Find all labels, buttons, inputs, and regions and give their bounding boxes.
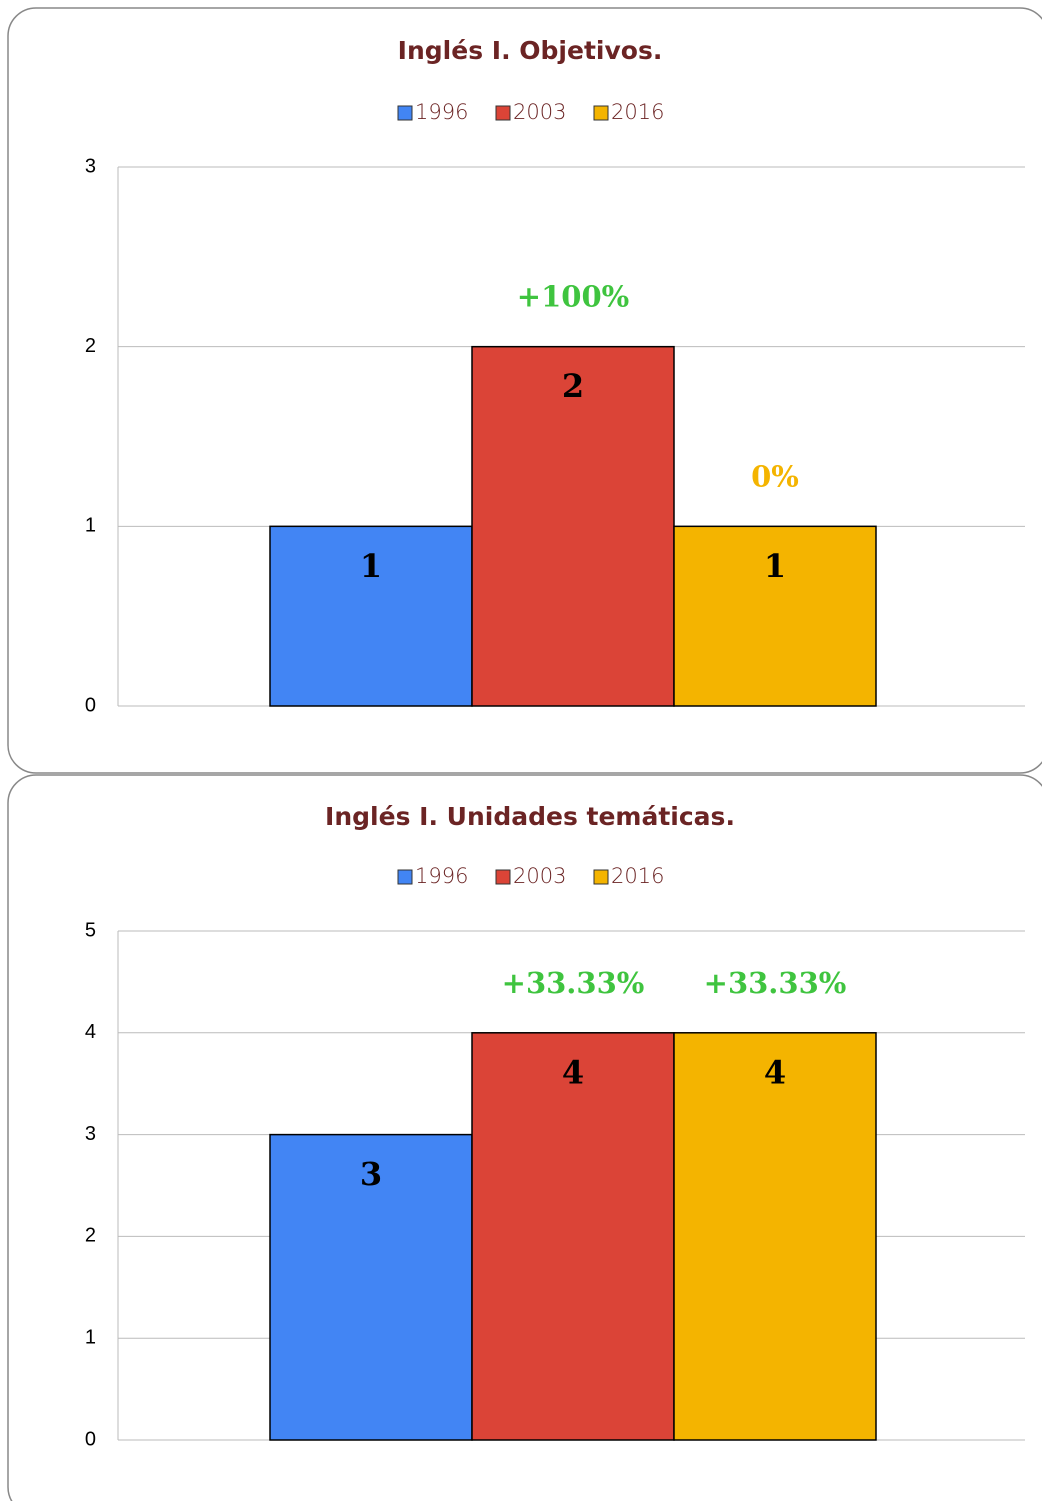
legend-label: 1996	[415, 864, 468, 888]
y-tick-label: 2	[85, 1225, 96, 1247]
data-label: 1	[360, 547, 382, 585]
legend-label: 2003	[513, 100, 566, 124]
data-label: 4	[764, 1053, 786, 1091]
data-label: 1	[764, 547, 786, 585]
legend-swatch	[397, 105, 413, 121]
legend-label: 2016	[611, 864, 664, 888]
legend-swatch	[495, 105, 511, 121]
legend-label: 2016	[611, 100, 664, 124]
y-tick-label: 0	[85, 694, 96, 716]
chart-title: Inglés I. Unidades temáticas.	[325, 802, 735, 831]
legend-swatch	[593, 105, 609, 121]
data-label: 3	[360, 1155, 382, 1193]
y-tick-label: 3	[85, 155, 96, 177]
y-tick-label: 2	[85, 335, 96, 357]
data-label: 2	[562, 367, 584, 405]
y-tick-label: 5	[85, 919, 96, 941]
legend-label: 1996	[415, 100, 468, 124]
bar	[471, 345, 675, 707]
data-label: 4	[562, 1053, 584, 1091]
bar	[269, 525, 473, 707]
y-tick-label: 1	[85, 515, 96, 537]
bar	[269, 1133, 473, 1441]
annotation: 0%	[751, 459, 799, 493]
y-tick-label: 4	[85, 1021, 96, 1043]
annotation: +33.33%	[502, 966, 645, 1000]
legend-swatch	[397, 869, 413, 885]
annotation: +33.33%	[704, 966, 847, 1000]
legend-label: 2003	[513, 864, 566, 888]
chart-title: Inglés I. Objetivos.	[398, 36, 663, 65]
annotation: +100%	[517, 280, 629, 314]
y-tick-label: 1	[85, 1326, 96, 1348]
bar	[673, 525, 877, 707]
y-tick-label: 3	[85, 1123, 96, 1145]
y-tick-label: 0	[85, 1428, 96, 1450]
bar	[471, 1032, 675, 1441]
bar	[673, 1032, 877, 1441]
legend-swatch	[593, 869, 609, 885]
legend-swatch	[495, 869, 511, 885]
